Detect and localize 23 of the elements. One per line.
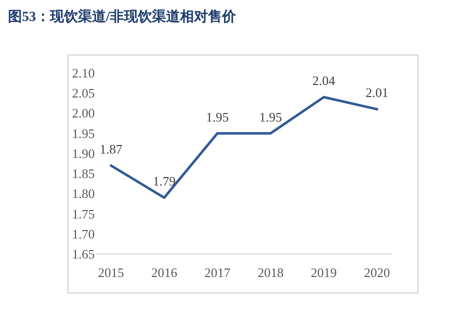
y-tick-label: 1.90 [72, 146, 95, 161]
data-label: 1.87 [100, 142, 123, 157]
y-tick-label: 1.80 [72, 186, 95, 202]
data-label: 1.95 [206, 109, 229, 124]
x-tick-label: 2020 [364, 265, 390, 280]
title: 图53：现饮渠道/非现饮渠道相对售价 [8, 10, 236, 25]
y-tick-label: 2.05 [72, 86, 95, 101]
y-tick-label: 1.75 [72, 206, 95, 222]
data-label: 2.01 [366, 85, 388, 100]
x-tick-label: 2019 [310, 265, 337, 280]
y-tick-label: 1.95 [72, 126, 95, 141]
y-tick-label: 1.70 [72, 226, 95, 242]
data-label: 1.95 [259, 109, 282, 124]
x-tick-label: 2016 [151, 265, 178, 280]
x-tick-label: 2015 [98, 265, 124, 280]
x-tick-label: 2018 [258, 265, 284, 280]
y-tick-label: 1.85 [72, 166, 95, 182]
x-tick-label: 2017 [204, 265, 231, 280]
data-label: 1.79 [152, 174, 176, 189]
y-tick-label: 2.10 [72, 66, 95, 80]
y-tick-label: 1.65 [72, 246, 95, 262]
data-label: 2.04 [312, 73, 336, 88]
y-tick-label: 2.00 [72, 106, 95, 121]
